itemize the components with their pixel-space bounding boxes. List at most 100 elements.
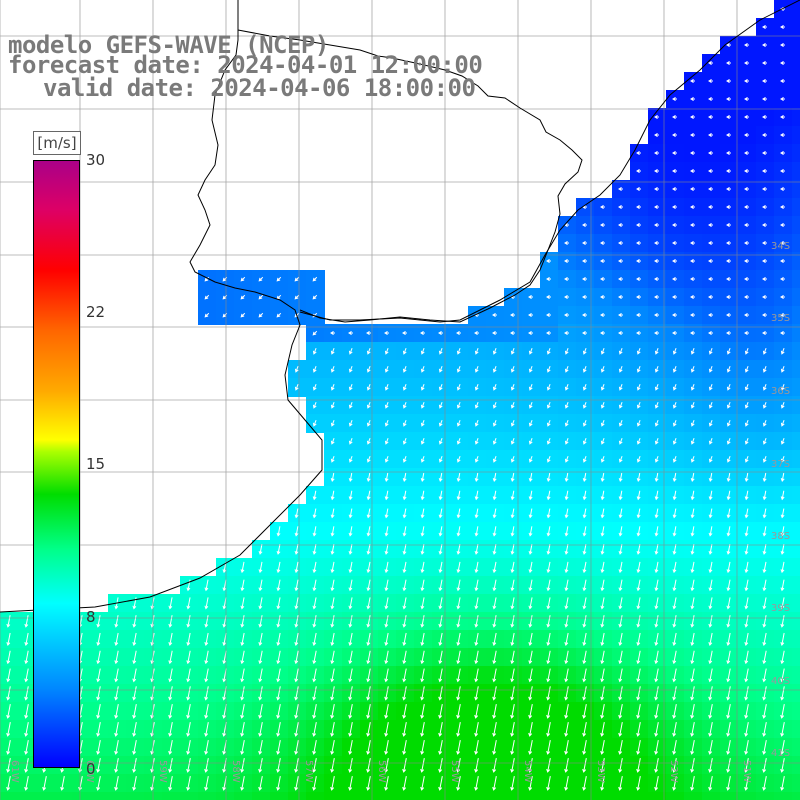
wind-cell [450,684,469,703]
wind-cell [612,594,631,613]
wind-arrowhead [240,587,245,592]
wind-cell [360,414,379,433]
wind-arrow [259,686,263,700]
wind-cell [0,666,19,685]
wind-cell [576,684,595,703]
wind-arrowhead [222,714,227,719]
wind-cell [234,288,253,307]
wind-arrowhead [762,642,767,646]
wind-cell [792,396,800,415]
wind-arrowhead [276,313,281,318]
wind-cell [684,630,703,649]
wind-cell [288,522,307,541]
wind-cell [774,414,793,433]
wind-arrow [709,456,713,462]
wind-arrow [457,597,461,609]
wind-arrow [691,472,695,482]
wind-arrowhead [348,696,353,701]
wind-cell [666,396,685,415]
lon-label: 60W [84,760,95,783]
wind-cell [432,468,451,487]
wind-arrow [475,686,479,700]
wind-arrowhead [366,732,371,737]
wind-arrowhead [258,678,263,683]
wind-arrow [403,561,407,573]
wind-arrowhead [636,422,641,427]
wind-arrowhead [186,678,191,683]
wind-arrow [781,597,785,609]
wind-arrow [565,722,569,736]
wind-arrow [331,704,335,718]
wind-cell [522,468,541,487]
wind-cell [558,378,577,397]
wind-cell [558,360,577,379]
wind-arrow [619,704,623,718]
wind-arrowhead [456,478,461,482]
wind-arrowhead [564,678,569,683]
wind-arrow [583,758,587,772]
wind-cell [504,648,523,667]
wind-cell [648,504,667,523]
wind-arrow [619,420,623,426]
wind-cell [504,486,523,505]
wind-arrowhead [186,587,191,592]
wind-arrow [655,704,659,718]
wind-arrowhead [762,732,767,737]
wind-arrowhead [6,678,11,683]
wind-arrowhead [600,786,605,791]
wind-cell [558,450,577,469]
wind-arrowhead [420,786,425,791]
wind-arrowhead [240,750,245,755]
wind-arrowhead [762,623,767,628]
wind-cell [414,378,433,397]
wind-arrowhead [582,786,587,791]
wind-arrowhead [276,642,281,646]
wind-arrowhead [726,259,730,263]
wind-arrowhead [582,422,587,427]
wind-cell [0,720,19,739]
wind-cell [54,792,73,800]
wind-cell [0,756,19,775]
wind-arrowhead [564,532,569,537]
wind-arrow [241,668,245,682]
wind-arrow [259,722,263,736]
wind-arrowhead [654,750,659,755]
wind-arrowhead [312,331,317,336]
wind-cell [738,396,757,415]
wind-cell [360,558,379,577]
wind-arrowhead [636,440,641,445]
wind-arrowhead [276,605,281,610]
wind-arrow [403,508,407,518]
wind-cell [756,540,775,559]
wind-arrowhead [618,368,623,373]
wind-cell [738,792,757,800]
wind-cell [522,504,541,523]
wind-arrowhead [744,169,748,173]
wind-arrowhead [348,605,353,610]
wind-arrowhead [348,368,353,373]
wind-arrow [745,561,749,573]
wind-arrowhead [258,750,263,755]
wind-cell [216,612,235,631]
wind-arrow [313,544,317,554]
wind-arrow [547,561,551,573]
wind-arrow [349,686,353,700]
wind-arrowhead [690,187,694,191]
wind-arrowhead [726,605,731,610]
wind-arrow [457,490,461,500]
lat-label: 36S [771,386,791,397]
wind-cell [270,648,289,667]
wind-arrow [7,704,11,718]
wind-arrowhead [618,605,623,610]
wind-arrow [493,579,497,591]
wind-arrowhead [6,642,11,646]
colorbar-tick-8: 8 [86,608,96,626]
wind-arrowhead [204,277,209,282]
wind-arrow [763,722,767,736]
wind-cell [378,414,397,433]
wind-cell [234,792,253,800]
wind-arrowhead [456,350,461,355]
wind-cell [594,522,613,541]
wind-arrow [277,758,281,772]
wind-arrow [385,402,389,408]
